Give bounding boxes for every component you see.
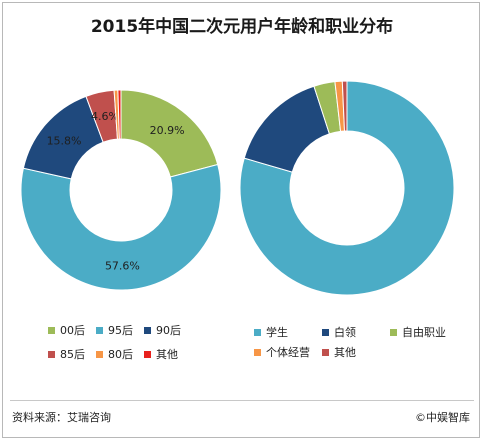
age-legend-item-2: 90后	[144, 322, 181, 338]
donut-age: 20.9% 57.6% 15.8% 4.6%	[20, 89, 222, 291]
occupation-legend-item-4: 其他	[322, 344, 356, 360]
occupation-legend-label: 个体经营	[266, 346, 310, 359]
age-legend-swatch	[48, 326, 55, 334]
donut-occupation	[239, 80, 455, 296]
occupation-legend-swatch	[390, 328, 397, 336]
age-slice-5	[117, 89, 122, 140]
occupation-legend-swatch	[322, 348, 329, 356]
age-legend-item-4: 80后	[96, 346, 133, 362]
age-legend-label: 85后	[60, 348, 85, 361]
brand-credit: ©中娱智库	[415, 411, 470, 424]
age-legend-swatch	[144, 326, 151, 334]
occupation-legend-label: 学生	[266, 326, 288, 339]
occupation-legend-item-3: 个体经营	[254, 344, 310, 360]
occupation-legend-item-2: 自由职业	[390, 324, 446, 340]
age-data-label-1: 57.6%	[105, 259, 140, 272]
occupation-legend-swatch	[254, 348, 261, 356]
occupation-slice-0	[239, 80, 455, 296]
occupation-legend-label: 其他	[334, 346, 356, 359]
age-legend-swatch	[96, 350, 103, 358]
occupation-legend-swatch	[322, 328, 329, 336]
age-legend-label: 00后	[60, 324, 85, 337]
footer-divider	[10, 400, 474, 401]
occupation-slice-1	[243, 85, 331, 173]
occupation-slice-4	[341, 80, 348, 132]
age-slice-1	[20, 163, 222, 291]
age-legend-label: 80后	[108, 348, 133, 361]
age-legend-swatch	[48, 350, 55, 358]
age-data-label-0: 20.9%	[150, 124, 185, 137]
age-legend-swatch	[96, 326, 103, 334]
occupation-legend-item-0: 学生	[254, 324, 288, 340]
age-legend-label: 其他	[156, 348, 178, 361]
chart-title: 2015年中国二次元用户年龄和职业分布	[90, 17, 394, 37]
source-note: 资料来源：艾瑞咨询	[12, 411, 111, 424]
age-legend-label: 90后	[156, 324, 181, 337]
occupation-legend-item-1: 白领	[322, 324, 356, 340]
age-data-label-2: 15.8%	[47, 134, 82, 147]
age-legend-label: 95后	[108, 324, 133, 337]
age-legend-item-0: 00后	[48, 322, 85, 338]
occupation-legend-label: 白领	[334, 326, 356, 339]
age-legend-item-5: 其他	[144, 346, 178, 362]
occupation-legend-label: 自由职业	[402, 326, 446, 339]
age-legend-item-3: 85后	[48, 346, 85, 362]
age-legend-swatch	[144, 350, 151, 358]
occupation-legend-swatch	[254, 328, 261, 336]
age-data-label-3: 4.6%	[91, 110, 119, 123]
age-legend-item-1: 95后	[96, 322, 133, 338]
